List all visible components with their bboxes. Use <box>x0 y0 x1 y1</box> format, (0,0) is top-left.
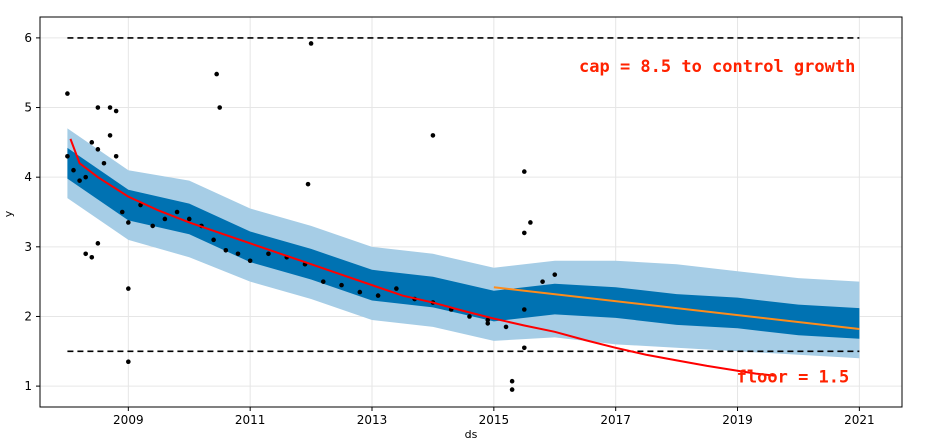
data-point <box>150 223 155 229</box>
data-point <box>162 216 168 222</box>
data-point <box>540 279 545 284</box>
data-point <box>357 289 363 295</box>
data-point <box>126 359 131 365</box>
x-tick-label: 2011 <box>235 413 266 427</box>
plot-frame <box>39 16 903 408</box>
data-point <box>126 220 131 225</box>
data-point <box>95 147 101 152</box>
x-tick-label: 2021 <box>844 413 875 427</box>
x-tick-label: 2013 <box>357 413 388 427</box>
data-point <box>89 254 95 260</box>
x-axis-title: ds <box>465 428 478 441</box>
data-point <box>305 181 311 187</box>
data-point <box>430 133 436 138</box>
cap-annotation: cap = 8.5 to control growth <box>579 57 855 77</box>
data-point <box>375 293 381 298</box>
x-tick-label: 2017 <box>600 413 631 427</box>
data-point <box>211 237 216 243</box>
data-point <box>95 241 101 246</box>
fit-lines <box>69 138 860 377</box>
data-point <box>503 324 509 330</box>
tick-labels: 2009 2011 2013 2015 2017 2019 2021 1 2 3 4 5 6 <box>24 31 874 427</box>
data-point <box>522 230 527 236</box>
data-point <box>89 140 95 145</box>
data-point <box>113 108 119 114</box>
data-point <box>107 105 113 110</box>
data-point <box>77 178 82 183</box>
reference-lines <box>67 37 860 353</box>
data-points <box>65 41 558 392</box>
data-point <box>126 286 131 291</box>
data-point <box>95 105 101 110</box>
data-point <box>394 286 399 291</box>
data-point <box>235 251 241 257</box>
annotations: cap = 8.5 to control growth floor = 1.5 <box>579 57 855 388</box>
floor-annotation: floor = 1.5 <box>737 367 850 387</box>
data-point <box>308 41 314 46</box>
data-point <box>522 307 527 312</box>
data-point <box>509 387 515 392</box>
data-point <box>101 160 107 166</box>
y-tick-label: 5 <box>24 101 32 115</box>
data-point <box>174 209 180 215</box>
y-tick-label: 6 <box>24 31 32 45</box>
y-tick-label: 1 <box>24 379 32 393</box>
data-point <box>485 321 491 326</box>
x-tick-label: 2019 <box>722 413 753 427</box>
y-axis-title: y <box>2 210 15 217</box>
data-point <box>552 272 558 277</box>
data-point <box>339 282 344 288</box>
data-point <box>223 248 229 253</box>
data-point <box>214 71 219 77</box>
data-point <box>320 279 326 284</box>
grid-layer <box>40 17 902 407</box>
data-point <box>266 251 271 257</box>
data-point <box>528 220 533 225</box>
data-point <box>113 153 119 159</box>
data-point <box>522 345 527 351</box>
data-point <box>65 91 70 96</box>
data-point <box>509 378 515 384</box>
data-point <box>83 174 88 180</box>
data-point <box>186 216 192 222</box>
log-fit-line <box>69 138 775 377</box>
data-point <box>217 105 223 110</box>
x-tick-label: 2009 <box>113 413 144 427</box>
data-point <box>467 314 472 319</box>
y-tick-label: 4 <box>24 170 32 184</box>
data-point <box>522 169 527 174</box>
x-tick-label: 2015 <box>479 413 510 427</box>
data-point <box>247 258 253 264</box>
data-point <box>138 202 143 208</box>
data-point <box>65 153 70 159</box>
linear-trend-line <box>493 286 860 330</box>
data-point <box>71 167 76 173</box>
y-tick-label: 2 <box>24 309 32 323</box>
data-point <box>107 133 113 138</box>
data-point <box>485 317 491 323</box>
y-tick-label: 3 <box>24 240 32 254</box>
data-point <box>119 209 125 215</box>
data-point <box>83 251 88 257</box>
